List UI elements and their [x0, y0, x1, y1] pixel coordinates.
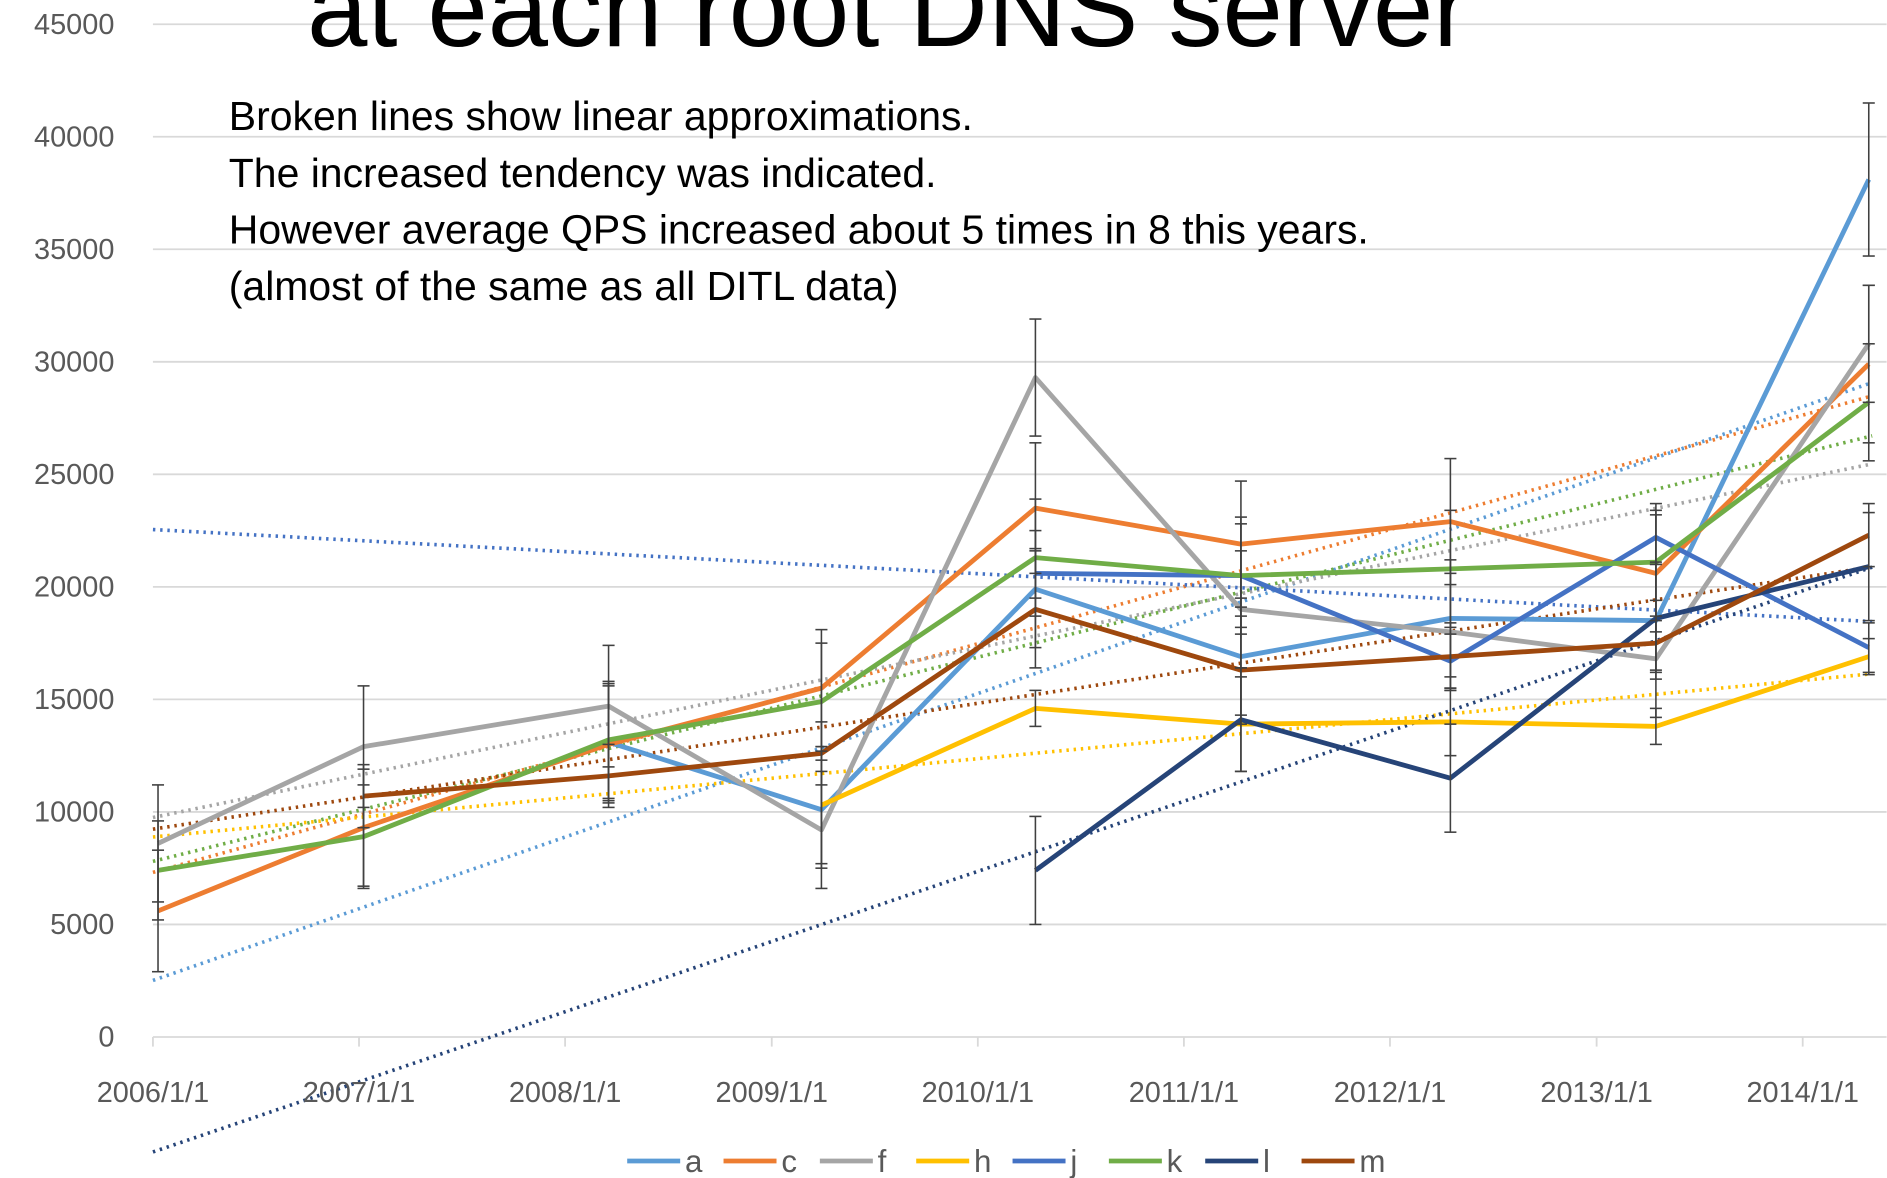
- annotation: (almost of the same as all DITL data): [229, 263, 899, 309]
- annotation: However average QPS increased about 5 ti…: [229, 206, 1369, 252]
- legend-label: m: [1359, 1144, 1385, 1178]
- legend-label: f: [878, 1144, 887, 1178]
- legend-label: j: [1069, 1144, 1077, 1178]
- trend-line: [152, 671, 1873, 839]
- x-tick-label: 2013/1/1: [1540, 1077, 1652, 1109]
- y-tick-label: 20000: [34, 571, 114, 603]
- legend-label: k: [1167, 1144, 1183, 1178]
- y-tick-label: 25000: [34, 459, 114, 491]
- trend-line: [152, 394, 1873, 875]
- x-tick-label: 2007/1/1: [303, 1077, 415, 1109]
- y-tick-label: 5000: [50, 909, 114, 941]
- y-tick-label: 30000: [34, 346, 114, 378]
- y-tick-label: 35000: [34, 234, 114, 266]
- annotation: The increased tendency was indicated.: [229, 150, 937, 196]
- series-line: [820, 654, 1870, 808]
- x-tick-label: 2010/1/1: [922, 1077, 1034, 1109]
- legend-label: a: [685, 1144, 703, 1178]
- x-tick-label: 2011/1/1: [1129, 1077, 1239, 1109]
- trend-line: [152, 565, 1873, 831]
- legend-label: l: [1263, 1144, 1270, 1178]
- labels: 0 5000 10000 15000 20000 25000 30000 35000 40000…: [34, 9, 1859, 1178]
- x-tick-label: 2012/1/1: [1334, 1077, 1446, 1109]
- annotation: Broken lines show linear approximations.: [229, 93, 973, 139]
- grid: [152, 23, 1887, 1047]
- legend-label: c: [781, 1144, 797, 1178]
- legend-label: h: [974, 1144, 991, 1178]
- y-tick-label: 45000: [34, 9, 114, 41]
- x-tick-label: 2009/1/1: [716, 1077, 828, 1109]
- trend-line: [152, 434, 1873, 864]
- x-tick-label: 2006/1/1: [97, 1077, 209, 1109]
- chart-title: at each root DNS server: [307, 0, 1469, 69]
- y-tick-label: 40000: [34, 121, 114, 153]
- y-tick-label: 15000: [34, 684, 114, 716]
- x-tick-label: 2014/1/1: [1746, 1077, 1858, 1109]
- y-tick-label: 0: [98, 1022, 114, 1054]
- y-tick-label: 10000: [34, 797, 114, 829]
- error-bars: [151, 102, 1875, 973]
- series-line: [363, 532, 1870, 799]
- x-tick-label: 2008/1/1: [509, 1077, 621, 1109]
